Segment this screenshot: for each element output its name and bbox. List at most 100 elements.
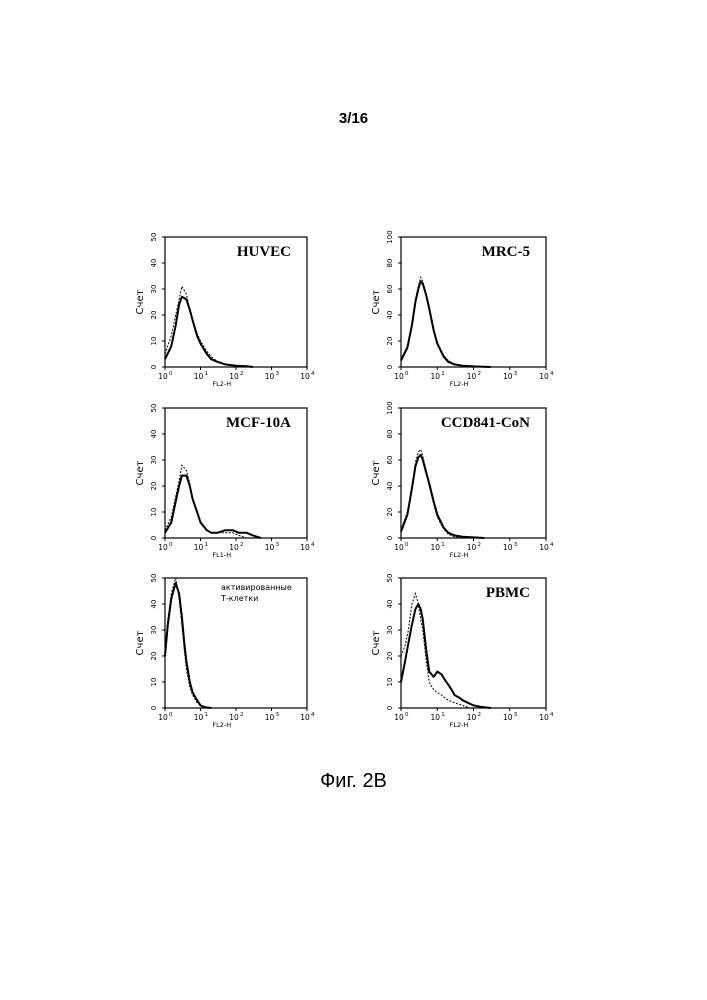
x-tick-label: 10 [265,713,275,722]
x-tick-label: 10 [430,713,440,722]
histogram-series-dashed [165,286,247,367]
x-tick-exponent: 3 [514,542,518,548]
histogram-panel-3: 01020304050100101102103104СчетFL1-HMCF-1… [135,404,315,559]
x-tick-exponent: 1 [441,371,445,377]
x-tick-label: 10 [430,543,440,552]
y-tick-label: 60 [386,285,394,294]
x-tick-label: 10 [158,372,168,381]
y-tick-label: 20 [386,652,394,661]
x-axis-title: FL2-H [212,721,231,729]
x-tick-exponent: 4 [311,371,315,377]
y-axis-title: Счет [371,460,382,485]
x-tick-exponent: 4 [550,542,554,548]
x-tick-label: 10 [503,372,513,381]
panel-title: PBMC [486,585,530,601]
x-tick-label: 10 [539,713,549,722]
figure-caption: Фиг. 2B [0,770,707,793]
y-tick-label: 10 [150,508,158,517]
y-tick-label: 0 [150,365,158,369]
y-tick-label: 20 [150,652,158,661]
y-tick-label: 80 [386,430,394,439]
panel-title: HUVEC [237,244,291,260]
histogram-panel-4: 020406080100100101102103104СчетFL2-HCCD8… [371,401,554,559]
y-axis-title: Счет [135,630,146,655]
panel-title: MRC-5 [482,244,530,260]
x-tick-exponent: 0 [405,712,409,718]
y-tick-label: 60 [386,456,394,465]
y-tick-label: 10 [386,678,394,687]
x-tick-label: 10 [503,713,513,722]
x-tick-label: 10 [265,543,275,552]
histogram-series-solid [401,604,491,708]
x-tick-exponent: 2 [478,371,482,377]
histogram-series-dashed [401,594,470,708]
x-tick-exponent: 2 [478,542,482,548]
x-tick-exponent: 4 [311,712,315,718]
panel-title: CCD841-CoN [441,415,530,431]
x-tick-exponent: 2 [240,712,244,718]
y-tick-label: 20 [150,482,158,491]
y-tick-label: 50 [150,233,158,242]
x-tick-label: 10 [503,543,513,552]
histogram-series-dashed [165,578,207,708]
y-tick-label: 50 [386,574,394,583]
x-tick-label: 10 [194,713,204,722]
x-axis-title: FL2-H [450,380,469,388]
x-tick-label: 10 [394,543,404,552]
histogram-panel-6: 01020304050100101102103104СчетFL2-HPBMC [371,574,554,729]
panel-title-line: Т-клетки [220,594,258,603]
y-tick-label: 40 [150,430,158,439]
histogram-panel-1: 01020304050100101102103104СчетFL2-HHUVEC [135,233,315,388]
x-tick-label: 10 [265,372,275,381]
y-tick-label: 20 [386,337,394,346]
y-tick-label: 0 [150,706,158,710]
histogram-series-solid [401,455,484,538]
x-axis-title: FL2-H [450,721,469,729]
x-tick-exponent: 3 [276,712,280,718]
y-tick-label: 0 [386,365,394,369]
x-tick-exponent: 3 [514,712,518,718]
x-tick-exponent: 3 [514,371,518,377]
x-axis-title: FL2-H [450,551,469,559]
x-axis-title: FL2-H [212,380,231,388]
y-axis-title: Счет [135,460,146,485]
y-tick-label: 100 [386,401,394,414]
panel-title-line: активированные [221,583,292,592]
x-tick-label: 10 [300,543,310,552]
y-tick-label: 0 [386,536,394,540]
x-tick-exponent: 4 [550,371,554,377]
y-tick-label: 100 [386,230,394,243]
y-tick-label: 50 [150,404,158,413]
x-tick-exponent: 3 [276,371,280,377]
y-tick-label: 40 [386,311,394,320]
histogram-series-dashed [165,465,247,538]
x-tick-exponent: 0 [405,371,409,377]
y-tick-label: 10 [150,337,158,346]
x-tick-exponent: 4 [550,712,554,718]
x-tick-exponent: 1 [205,371,209,377]
x-tick-label: 10 [300,372,310,381]
x-tick-exponent: 1 [441,712,445,718]
x-tick-exponent: 2 [240,371,244,377]
x-tick-exponent: 1 [205,542,209,548]
x-tick-exponent: 2 [240,542,244,548]
y-tick-label: 40 [150,259,158,268]
histogram-series-solid [165,476,261,538]
x-tick-label: 10 [158,543,168,552]
histogram-series-solid [401,281,491,367]
y-tick-label: 10 [150,678,158,687]
y-tick-label: 30 [386,626,394,635]
x-tick-exponent: 3 [276,542,280,548]
y-axis-title: Счет [135,289,146,314]
x-tick-label: 10 [539,543,549,552]
x-tick-label: 10 [539,372,549,381]
y-tick-label: 20 [386,508,394,517]
x-tick-label: 10 [158,713,168,722]
y-axis-title: Счет [371,630,382,655]
x-axis-title: FL1-H [212,551,231,559]
y-tick-label: 0 [150,536,158,540]
y-tick-label: 80 [386,259,394,268]
y-tick-label: 0 [386,706,394,710]
x-tick-label: 10 [394,713,404,722]
